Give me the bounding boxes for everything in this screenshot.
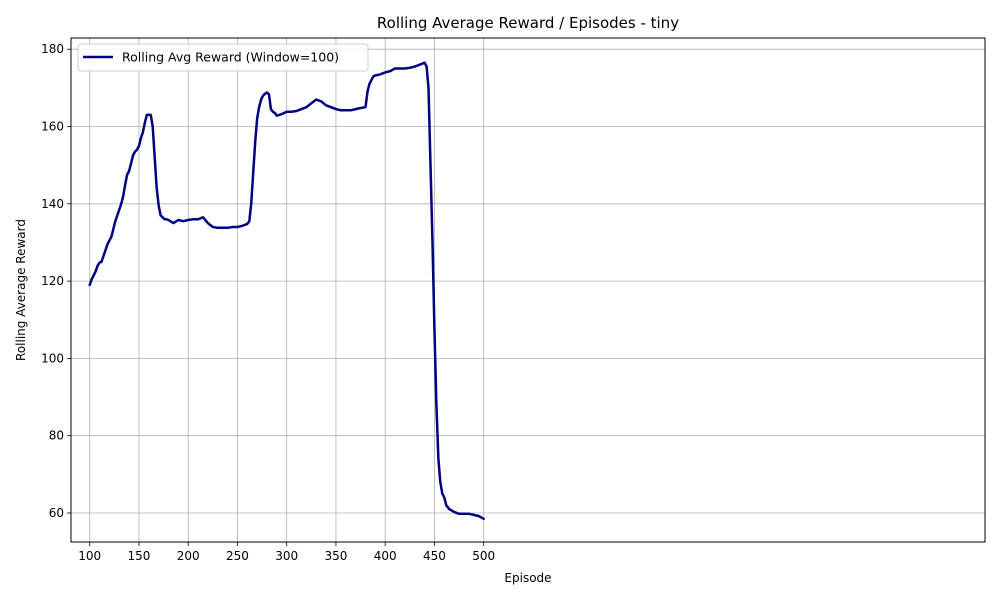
x-tick-label: 200 — [177, 549, 200, 563]
x-tick-label: 350 — [324, 549, 347, 563]
plot-frame — [70, 37, 986, 543]
y-tick-label: 60 — [49, 506, 64, 520]
x-tick-label: 300 — [275, 549, 298, 563]
series-line — [88, 61, 485, 521]
y-tick-label: 100 — [41, 351, 64, 365]
series-lines — [88, 61, 485, 521]
x-axis-ticks: 100 150 200 250 300 350 400 450 500 — [78, 542, 495, 563]
y-tick-label: 120 — [41, 274, 64, 288]
legend: Rolling Avg Reward (Window=100) — [77, 43, 369, 72]
legend-label: Rolling Avg Reward (Window=100) — [122, 50, 339, 65]
y-axis-title: Rolling Average Reward — [14, 219, 28, 361]
y-tick-label: 160 — [41, 120, 64, 134]
y-tick-label: 180 — [41, 42, 64, 56]
x-tick-label: 500 — [472, 549, 495, 563]
x-axis-title: Episode — [504, 571, 551, 585]
x-tick-label: 450 — [423, 549, 446, 563]
y-tick-label: 140 — [41, 197, 64, 211]
x-tick-label: 150 — [128, 549, 151, 563]
legend-box — [77, 43, 369, 72]
y-tick-label: 80 — [49, 429, 64, 443]
x-tick-label: 250 — [226, 549, 249, 563]
x-tick-label: 400 — [374, 549, 397, 563]
y-axis-ticks: 60 80 100 120 140 160 180 — [41, 42, 71, 520]
grid-lines — [71, 38, 985, 542]
x-tick-label: 100 — [78, 549, 101, 563]
chart-title: Rolling Average Reward / Episodes - tiny — [377, 14, 679, 32]
